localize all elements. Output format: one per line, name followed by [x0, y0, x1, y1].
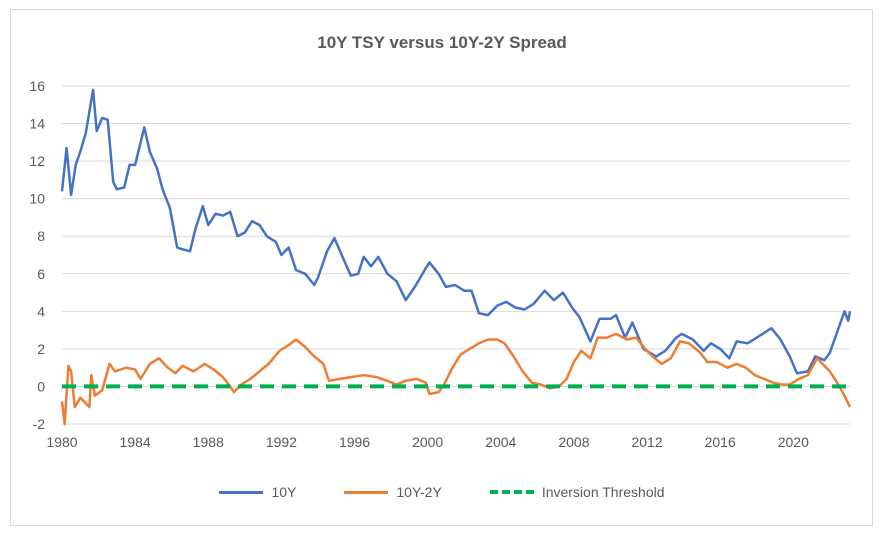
series-line-spread — [60, 332, 852, 426]
y-tick-label: 0 — [37, 378, 45, 394]
y-tick-label: 2 — [37, 341, 45, 357]
x-tick-label: 1992 — [266, 434, 297, 450]
x-tick-label: 2000 — [412, 434, 443, 450]
legend-item-spread: 10Y-2Y — [344, 484, 442, 500]
series-line-10y — [60, 88, 852, 375]
chart-frame — [10, 9, 873, 526]
y-tick-label: 16 — [29, 78, 45, 94]
y-tick-label: 10 — [29, 191, 45, 207]
x-tick-label: 2016 — [705, 434, 736, 450]
chart-title: 10Y TSY versus 10Y-2Y Spread — [317, 33, 567, 52]
x-tick-label: 1988 — [193, 434, 224, 450]
x-tick-label: 2004 — [485, 434, 516, 450]
legend-label-10y: 10Y — [271, 484, 297, 500]
legend-label-inversion: Inversion Threshold — [541, 484, 665, 500]
legend-item-inversion: Inversion Threshold — [489, 484, 665, 500]
x-tick-label: 1980 — [46, 434, 77, 450]
x-tick-label: 1996 — [339, 434, 370, 450]
legend-swatch-10y — [219, 490, 264, 494]
x-tick-label: 2008 — [558, 434, 589, 450]
x-tick-label: 2012 — [631, 434, 662, 450]
x-tick-label: 2020 — [778, 434, 809, 450]
chart-legend: 10Y 10Y-2Y Inversion Threshold — [0, 484, 884, 500]
y-tick-label: 6 — [37, 266, 45, 282]
y-tick-label: 4 — [37, 303, 45, 319]
y-tick-label: -2 — [33, 416, 46, 432]
legend-swatch-inversion — [489, 490, 534, 494]
legend-swatch-spread — [344, 490, 389, 494]
x-tick-label: 1984 — [120, 434, 151, 450]
legend-item-10y: 10Y — [219, 484, 296, 500]
legend-label-spread: 10Y-2Y — [396, 484, 442, 500]
y-tick-label: 8 — [37, 228, 45, 244]
y-tick-label: 14 — [29, 116, 45, 132]
y-tick-label: 12 — [29, 153, 45, 169]
